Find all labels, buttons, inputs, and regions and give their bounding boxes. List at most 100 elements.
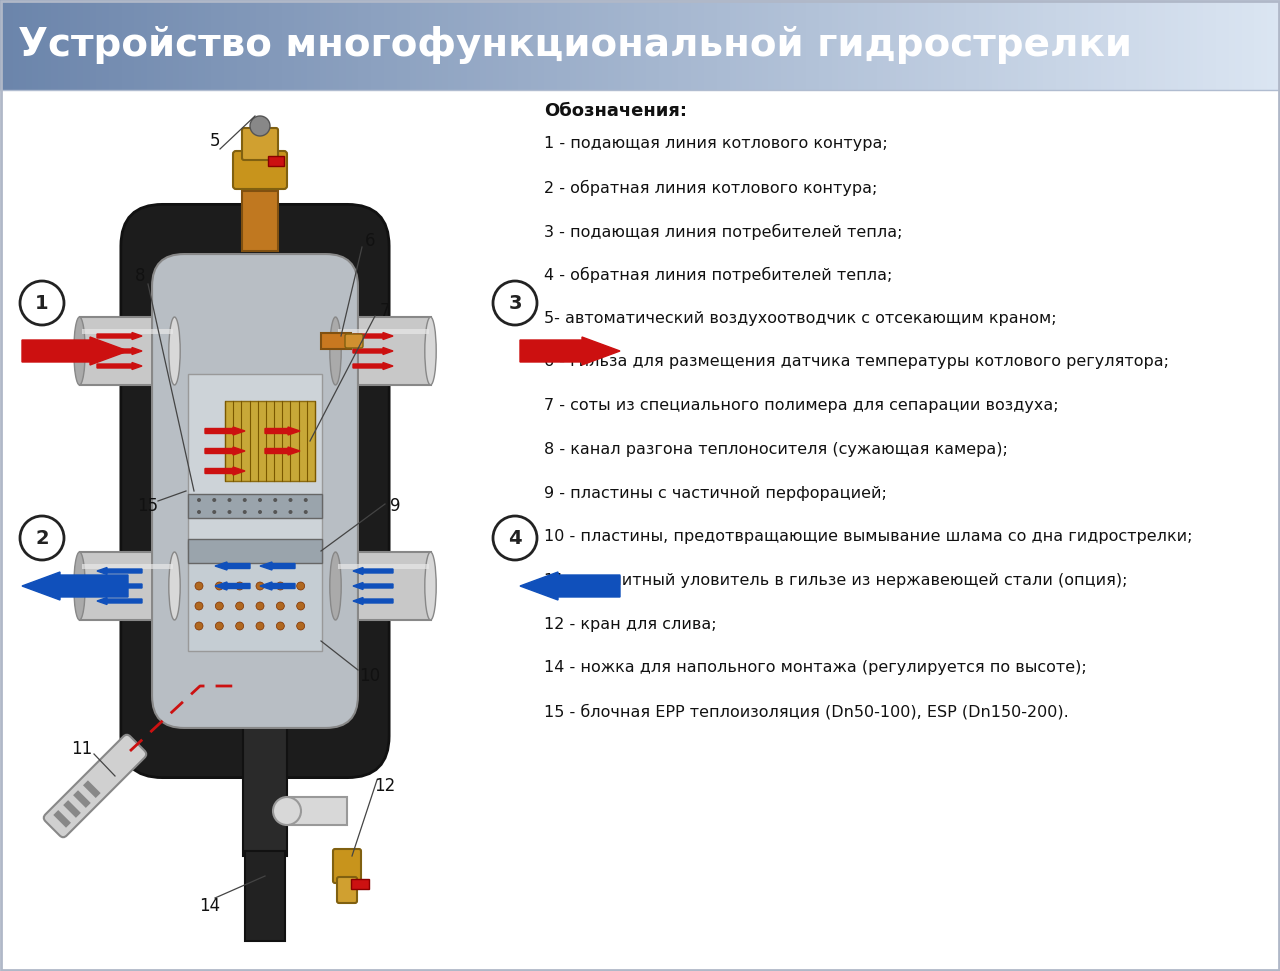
Text: 12: 12 xyxy=(374,777,396,795)
Bar xyxy=(608,0,614,90)
Bar xyxy=(1171,0,1178,90)
Bar xyxy=(928,0,934,90)
Bar xyxy=(58,0,64,90)
FancyArrow shape xyxy=(97,362,142,370)
Bar xyxy=(269,0,275,90)
Circle shape xyxy=(288,498,293,502)
Text: 5: 5 xyxy=(210,132,220,150)
Circle shape xyxy=(243,510,247,514)
Text: Устройство многофункциональной гидрострелки: Устройство многофункциональной гидростре… xyxy=(18,26,1132,64)
Text: 15: 15 xyxy=(137,497,159,515)
Bar xyxy=(531,0,538,90)
Bar xyxy=(858,0,864,90)
Text: 8: 8 xyxy=(134,267,145,285)
Bar xyxy=(230,0,237,90)
Bar xyxy=(442,0,448,90)
Bar xyxy=(1267,0,1274,90)
Circle shape xyxy=(243,498,247,502)
FancyArrow shape xyxy=(265,447,300,455)
Bar xyxy=(287,797,347,825)
Bar xyxy=(365,0,371,90)
FancyArrow shape xyxy=(353,597,393,605)
Circle shape xyxy=(20,516,64,560)
Bar xyxy=(326,0,333,90)
Bar xyxy=(205,0,211,90)
Circle shape xyxy=(493,281,538,325)
Bar xyxy=(634,0,640,90)
Bar xyxy=(838,0,845,90)
Bar xyxy=(32,0,38,90)
FancyBboxPatch shape xyxy=(152,254,358,728)
Bar xyxy=(335,552,430,620)
Circle shape xyxy=(228,510,232,514)
Bar xyxy=(1178,0,1184,90)
Circle shape xyxy=(273,797,301,825)
Bar xyxy=(992,0,998,90)
Bar xyxy=(1120,0,1126,90)
Bar xyxy=(38,0,45,90)
Bar xyxy=(582,0,589,90)
Bar xyxy=(390,0,397,90)
Text: 1 - подающая линия котлового контура;: 1 - подающая линия котлового контура; xyxy=(544,136,888,151)
Bar xyxy=(397,0,403,90)
Bar xyxy=(890,0,896,90)
Circle shape xyxy=(276,602,284,610)
Text: 2 - обратная линия котлового контура;: 2 - обратная линия котлового контура; xyxy=(544,180,877,196)
Text: 14: 14 xyxy=(200,897,220,915)
Bar xyxy=(883,0,890,90)
Bar xyxy=(1274,0,1280,90)
Bar xyxy=(335,317,430,385)
Circle shape xyxy=(195,582,204,590)
FancyBboxPatch shape xyxy=(346,334,364,348)
FancyArrow shape xyxy=(205,467,244,475)
Circle shape xyxy=(212,498,216,502)
Bar xyxy=(1203,0,1210,90)
Bar xyxy=(1158,0,1165,90)
Bar xyxy=(826,0,832,90)
Bar xyxy=(147,0,154,90)
Bar xyxy=(82,563,173,569)
Bar xyxy=(339,0,346,90)
Bar xyxy=(467,0,474,90)
Bar xyxy=(79,552,174,620)
Text: 4 - обратная линия потребителей тепла;: 4 - обратная линия потребителей тепла; xyxy=(544,267,892,284)
Ellipse shape xyxy=(330,317,342,385)
Bar xyxy=(1069,0,1075,90)
Bar xyxy=(454,0,461,90)
Bar xyxy=(1139,0,1146,90)
Bar xyxy=(1062,0,1069,90)
Bar xyxy=(1075,0,1082,90)
Bar xyxy=(1210,0,1216,90)
Bar xyxy=(321,333,351,349)
Bar xyxy=(160,0,166,90)
Bar xyxy=(243,726,287,856)
Text: 6 - гильза для размещения датчика температуры котлового регулятора;: 6 - гильза для размещения датчика темпер… xyxy=(544,354,1169,369)
Circle shape xyxy=(195,602,204,610)
Bar xyxy=(1030,0,1037,90)
Bar xyxy=(749,0,755,90)
Bar xyxy=(186,0,192,90)
Bar xyxy=(870,0,877,90)
Bar xyxy=(550,0,557,90)
Circle shape xyxy=(259,498,262,502)
Text: 6: 6 xyxy=(365,232,375,250)
Ellipse shape xyxy=(169,317,180,385)
Circle shape xyxy=(276,622,284,630)
Bar xyxy=(1050,0,1056,90)
Bar xyxy=(922,0,928,90)
Bar xyxy=(768,0,774,90)
Bar xyxy=(198,0,205,90)
Bar xyxy=(1024,0,1030,90)
FancyArrow shape xyxy=(97,583,142,589)
Bar xyxy=(710,0,717,90)
Text: 9: 9 xyxy=(389,497,401,515)
Bar xyxy=(909,0,915,90)
FancyArrow shape xyxy=(265,427,300,435)
Circle shape xyxy=(297,622,305,630)
Text: 8 - канал разгона теплоносителя (сужающая камера);: 8 - канал разгона теплоносителя (сужающа… xyxy=(544,442,1007,456)
Bar xyxy=(1101,0,1107,90)
Bar xyxy=(134,0,141,90)
Bar xyxy=(781,0,787,90)
Bar xyxy=(448,0,454,90)
Bar xyxy=(640,0,646,90)
